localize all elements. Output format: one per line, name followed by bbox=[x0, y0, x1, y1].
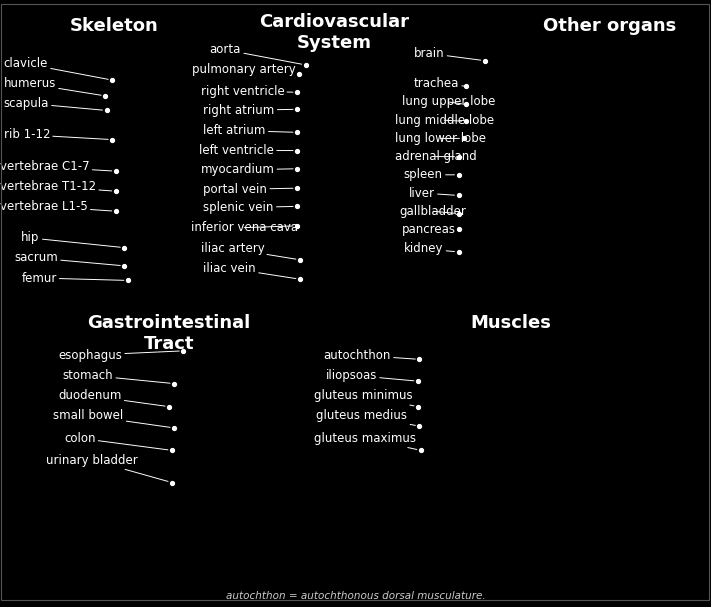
Text: gluteus minimus: gluteus minimus bbox=[314, 389, 414, 406]
Text: gluteus medius: gluteus medius bbox=[316, 409, 415, 426]
Text: splenic vein: splenic vein bbox=[203, 201, 293, 214]
Text: duodenum: duodenum bbox=[58, 389, 165, 406]
Text: Gastrointestinal
Tract: Gastrointestinal Tract bbox=[87, 314, 251, 353]
Text: humerus: humerus bbox=[4, 77, 101, 95]
Text: hip: hip bbox=[21, 231, 120, 247]
Text: rib 1-12: rib 1-12 bbox=[4, 128, 108, 141]
Text: lung lower lobe: lung lower lobe bbox=[395, 132, 486, 145]
Text: portal vein: portal vein bbox=[203, 183, 293, 196]
Text: trachea: trachea bbox=[414, 77, 466, 90]
Text: myocardium: myocardium bbox=[201, 163, 293, 177]
Text: left atrium: left atrium bbox=[203, 124, 293, 137]
Text: liver: liver bbox=[409, 186, 454, 200]
Text: aorta: aorta bbox=[210, 43, 301, 64]
Text: right ventricle: right ventricle bbox=[201, 84, 293, 98]
Text: gallbladder: gallbladder bbox=[400, 205, 466, 218]
Text: kidney: kidney bbox=[404, 242, 454, 256]
Text: esophagus: esophagus bbox=[58, 348, 179, 362]
Text: pancreas: pancreas bbox=[402, 223, 459, 236]
Text: iliac artery: iliac artery bbox=[201, 242, 296, 259]
Text: clavicle: clavicle bbox=[4, 57, 108, 80]
Text: Skeleton: Skeleton bbox=[70, 17, 158, 35]
Text: iliac vein: iliac vein bbox=[203, 262, 296, 279]
Text: vertebrae C1-7: vertebrae C1-7 bbox=[0, 160, 112, 174]
Text: colon: colon bbox=[64, 432, 168, 450]
Text: adrenal gland: adrenal gland bbox=[395, 150, 476, 163]
Text: pulmonary artery: pulmonary artery bbox=[192, 63, 299, 76]
Text: autochthon = autochthonous dorsal musculature.: autochthon = autochthonous dorsal muscul… bbox=[225, 591, 486, 601]
Text: stomach: stomach bbox=[63, 368, 170, 383]
Text: sacrum: sacrum bbox=[14, 251, 120, 265]
Text: right atrium: right atrium bbox=[203, 104, 293, 117]
Text: vertebrae T1-12: vertebrae T1-12 bbox=[0, 180, 112, 193]
Text: iliopsoas: iliopsoas bbox=[326, 368, 414, 382]
Text: urinary bladder: urinary bladder bbox=[46, 453, 168, 481]
Text: lung upper lobe: lung upper lobe bbox=[402, 95, 495, 109]
Text: Cardiovascular
System: Cardiovascular System bbox=[260, 13, 409, 52]
Text: vertebrae L1-5: vertebrae L1-5 bbox=[0, 200, 112, 213]
Text: gluteus maximus: gluteus maximus bbox=[314, 432, 417, 450]
Text: Muscles: Muscles bbox=[470, 314, 551, 333]
Text: inferior vena cava: inferior vena cava bbox=[191, 221, 298, 234]
Text: lung middle lobe: lung middle lobe bbox=[395, 114, 493, 127]
Text: left ventricle: left ventricle bbox=[199, 144, 293, 157]
Text: femur: femur bbox=[21, 271, 124, 285]
Text: spleen: spleen bbox=[404, 168, 454, 181]
Text: small bowel: small bowel bbox=[53, 409, 170, 427]
Text: autochthon: autochthon bbox=[324, 348, 415, 362]
Text: brain: brain bbox=[414, 47, 481, 60]
Text: scapula: scapula bbox=[4, 97, 102, 110]
Text: Other organs: Other organs bbox=[543, 17, 677, 35]
